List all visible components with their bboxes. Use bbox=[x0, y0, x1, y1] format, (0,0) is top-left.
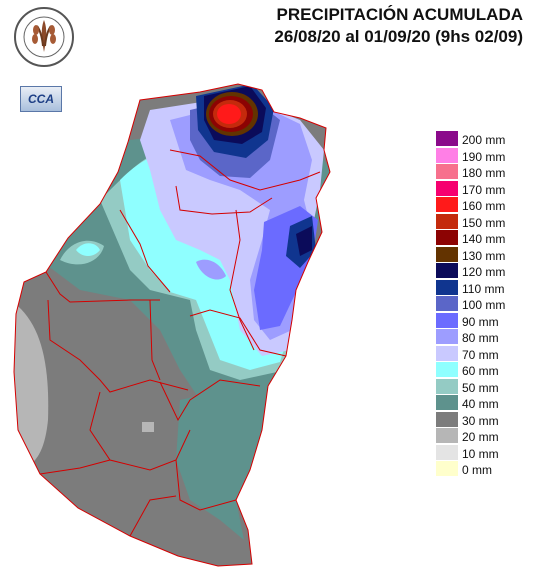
legend-item: 0 mm bbox=[436, 461, 531, 477]
legend-swatch bbox=[436, 164, 458, 180]
legend-label: 160 mm bbox=[462, 199, 506, 213]
department-borders bbox=[13, 83, 331, 567]
legend-item: 40 mm bbox=[436, 395, 531, 411]
legend-swatch bbox=[436, 461, 458, 477]
legend-item: 170 mm bbox=[436, 181, 531, 197]
legend-label: 80 mm bbox=[462, 331, 499, 345]
legend-item: 110 mm bbox=[436, 280, 531, 296]
rainfall-bands bbox=[14, 84, 330, 566]
legend-label: 10 mm bbox=[462, 447, 499, 461]
legend-swatch bbox=[436, 197, 458, 213]
legend-swatch bbox=[436, 296, 458, 312]
legend-label: 120 mm bbox=[462, 265, 506, 279]
legend-swatch bbox=[436, 131, 458, 147]
legend-swatch bbox=[436, 280, 458, 296]
legend-item: 130 mm bbox=[436, 247, 531, 263]
legend-swatch bbox=[436, 362, 458, 378]
legend-swatch bbox=[436, 346, 458, 362]
legend-label: 60 mm bbox=[462, 364, 499, 378]
legend-item: 200 mm bbox=[436, 131, 531, 147]
legend-label: 30 mm bbox=[462, 414, 499, 428]
legend-swatch bbox=[436, 313, 458, 329]
legend-label: 190 mm bbox=[462, 150, 506, 164]
legend-item: 190 mm bbox=[436, 148, 531, 164]
legend-label: 40 mm bbox=[462, 397, 499, 411]
legend-item: 120 mm bbox=[436, 263, 531, 279]
legend-label: 90 mm bbox=[462, 315, 499, 329]
legend-label: 170 mm bbox=[462, 183, 506, 197]
legend-item: 150 mm bbox=[436, 214, 531, 230]
legend-swatch bbox=[436, 214, 458, 230]
legend-swatch bbox=[436, 230, 458, 246]
legend-swatch bbox=[436, 395, 458, 411]
legend-item: 180 mm bbox=[436, 164, 531, 180]
legend-label: 140 mm bbox=[462, 232, 506, 246]
legend-swatch bbox=[436, 181, 458, 197]
legend-label: 100 mm bbox=[462, 298, 506, 312]
legend-label: 0 mm bbox=[462, 463, 492, 477]
legend-item: 30 mm bbox=[436, 412, 531, 428]
legend-label: 180 mm bbox=[462, 166, 506, 180]
legend-item: 140 mm bbox=[436, 230, 531, 246]
title-line-2: 26/08/20 al 01/09/20 (9hs 02/09) bbox=[274, 27, 523, 46]
legend-item: 50 mm bbox=[436, 379, 531, 395]
legend-swatch bbox=[436, 428, 458, 444]
legend-label: 50 mm bbox=[462, 381, 499, 395]
legend-item: 160 mm bbox=[436, 197, 531, 213]
legend-swatch bbox=[436, 329, 458, 345]
legend-swatch bbox=[436, 263, 458, 279]
bolsa-cereales-logo bbox=[14, 7, 74, 67]
legend-swatch bbox=[436, 412, 458, 428]
legend-label: 150 mm bbox=[462, 216, 506, 230]
title-line-1: PRECIPITACIÓN ACUMULADA bbox=[276, 5, 524, 24]
legend-swatch bbox=[436, 247, 458, 263]
legend-item: 70 mm bbox=[436, 346, 531, 362]
legend-item: 60 mm bbox=[436, 362, 531, 378]
legend-swatch bbox=[436, 445, 458, 461]
legend-swatch bbox=[436, 148, 458, 164]
legend-item: 10 mm bbox=[436, 445, 531, 461]
cca-logo: CCA bbox=[20, 86, 62, 112]
legend-item: 80 mm bbox=[436, 329, 531, 345]
legend-item: 90 mm bbox=[436, 313, 531, 329]
legend-item: 20 mm bbox=[436, 428, 531, 444]
legend-swatch bbox=[436, 379, 458, 395]
map-title: PRECIPITACIÓN ACUMULADA 26/08/20 al 01/0… bbox=[274, 4, 523, 48]
legend-label: 70 mm bbox=[462, 348, 499, 362]
legend-label: 110 mm bbox=[462, 282, 505, 296]
legend-item: 100 mm bbox=[436, 296, 531, 312]
legend-label: 20 mm bbox=[462, 430, 499, 444]
legend-label: 200 mm bbox=[462, 133, 506, 147]
legend-label: 130 mm bbox=[462, 249, 506, 263]
